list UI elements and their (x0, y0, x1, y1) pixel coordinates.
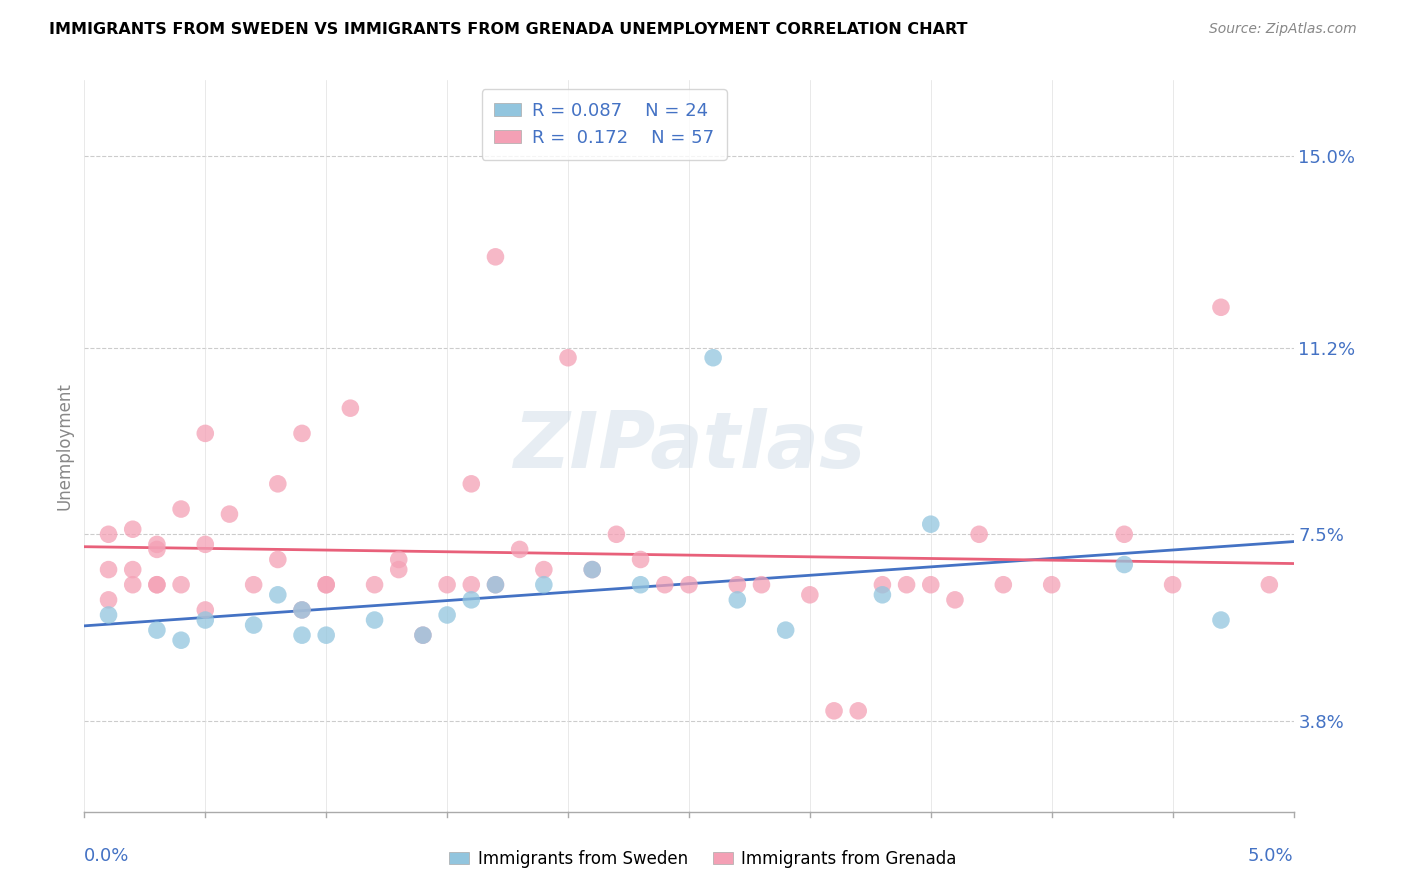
Point (605, 527, 627, 541)
Point (872, 588, 894, 602)
Point (170, 578, 193, 592)
Point (121, 578, 143, 592)
Point (557, 351, 579, 365)
Point (460, 592, 482, 607)
Point (315, 578, 337, 592)
Point (412, 628, 434, 642)
Point (484, 578, 506, 592)
Text: 0.0%: 0.0% (84, 847, 129, 865)
Point (242, 578, 264, 592)
Point (1114, 558, 1136, 572)
Point (146, 578, 169, 592)
Point (146, 623, 169, 637)
Point (1114, 527, 1136, 541)
Point (872, 578, 894, 592)
Point (218, 507, 240, 521)
Point (412, 628, 434, 642)
Point (678, 578, 700, 592)
Point (799, 588, 821, 602)
Point (436, 578, 458, 592)
Point (121, 522, 143, 536)
Point (291, 426, 314, 441)
Point (967, 527, 990, 541)
Point (363, 613, 385, 627)
Point (315, 628, 337, 642)
Point (460, 578, 482, 592)
Point (581, 563, 603, 577)
Point (725, 578, 748, 592)
Text: IMMIGRANTS FROM SWEDEN VS IMMIGRANTS FROM GRENADA UNEMPLOYMENT CORRELATION CHART: IMMIGRANTS FROM SWEDEN VS IMMIGRANTS FRO… (49, 22, 967, 37)
Point (267, 588, 290, 602)
Point (823, 704, 845, 718)
Point (267, 476, 290, 491)
Point (170, 633, 193, 648)
Point (436, 607, 458, 622)
Point (725, 592, 748, 607)
Point (242, 618, 264, 632)
Point (533, 578, 555, 592)
Point (920, 578, 942, 592)
Point (702, 351, 724, 365)
Point (315, 578, 337, 592)
Point (146, 542, 169, 557)
Point (97, 527, 120, 541)
Point (170, 502, 193, 516)
Point (267, 552, 290, 566)
Point (388, 552, 411, 566)
Point (1161, 578, 1184, 592)
Point (121, 563, 143, 577)
Point (920, 517, 942, 532)
Point (194, 603, 217, 617)
Legend: Immigrants from Sweden, Immigrants from Grenada: Immigrants from Sweden, Immigrants from … (443, 844, 963, 875)
Point (775, 623, 797, 637)
Point (509, 542, 531, 557)
Point (291, 603, 314, 617)
Point (896, 578, 918, 592)
Y-axis label: Unemployment: Unemployment (55, 382, 73, 510)
Point (751, 578, 773, 592)
Point (846, 704, 869, 718)
Point (194, 613, 217, 627)
Point (654, 578, 676, 592)
Point (630, 552, 652, 566)
Point (291, 603, 314, 617)
Point (194, 426, 217, 441)
Point (1209, 613, 1232, 627)
Point (97, 607, 120, 622)
Point (291, 628, 314, 642)
Point (97, 592, 120, 607)
Point (630, 578, 652, 592)
Text: Source: ZipAtlas.com: Source: ZipAtlas.com (1209, 22, 1357, 37)
Legend: R = 0.087    N = 24, R =  0.172    N = 57: R = 0.087 N = 24, R = 0.172 N = 57 (482, 89, 727, 160)
Point (194, 537, 217, 551)
Text: 5.0%: 5.0% (1249, 847, 1294, 865)
Point (484, 250, 506, 264)
Point (388, 563, 411, 577)
Point (581, 563, 603, 577)
Point (97, 563, 120, 577)
Point (1040, 578, 1063, 592)
Point (1258, 578, 1281, 592)
Point (484, 578, 506, 592)
Point (1209, 300, 1232, 314)
Text: ZIPatlas: ZIPatlas (513, 408, 865, 484)
Point (533, 563, 555, 577)
Point (146, 537, 169, 551)
Point (146, 578, 169, 592)
Point (993, 578, 1015, 592)
Point (339, 401, 361, 416)
Point (363, 578, 385, 592)
Point (460, 476, 482, 491)
Point (943, 592, 966, 607)
